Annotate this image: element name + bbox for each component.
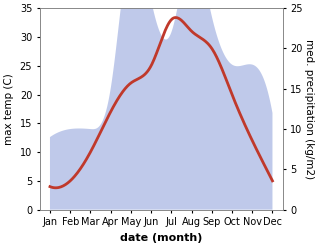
Y-axis label: max temp (C): max temp (C) — [4, 73, 14, 145]
X-axis label: date (month): date (month) — [120, 233, 203, 243]
Y-axis label: med. precipitation (kg/m2): med. precipitation (kg/m2) — [304, 39, 314, 179]
